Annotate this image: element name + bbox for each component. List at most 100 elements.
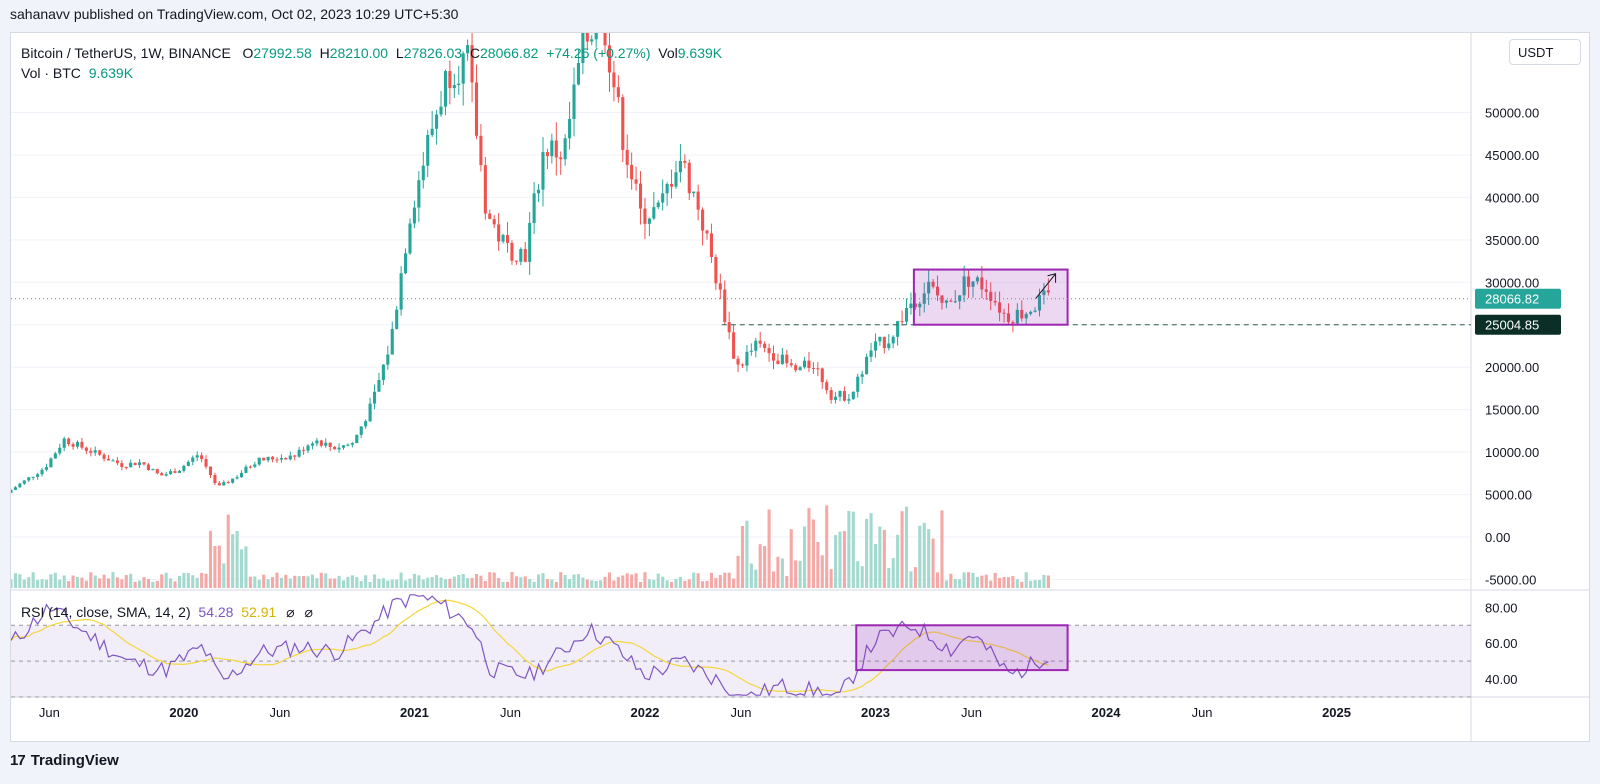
level-label: 25004.85 bbox=[1485, 318, 1539, 333]
candle-body bbox=[75, 441, 80, 447]
consolidation-box bbox=[912, 268, 1069, 326]
volume-bar bbox=[319, 572, 323, 588]
volume-bar bbox=[807, 508, 811, 588]
volume-bar bbox=[532, 581, 536, 588]
candle-body bbox=[470, 45, 474, 83]
candle-body bbox=[625, 149, 629, 165]
candle-body bbox=[497, 224, 501, 242]
candle-body bbox=[514, 260, 518, 262]
volume-bar bbox=[896, 534, 900, 588]
candle-body bbox=[528, 222, 532, 262]
volume-bar bbox=[333, 578, 337, 588]
candle-body bbox=[492, 219, 496, 225]
volume-bar bbox=[390, 579, 394, 588]
volume-bar bbox=[816, 541, 820, 588]
volume-bar bbox=[133, 581, 137, 588]
volume-bar bbox=[709, 572, 713, 588]
low-value: 27826.03 bbox=[403, 45, 463, 61]
volume-bar bbox=[337, 575, 341, 588]
eye-off-icon[interactable]: ⌀ bbox=[304, 604, 313, 620]
candle-body bbox=[93, 450, 97, 453]
candle-body bbox=[315, 440, 319, 444]
candle-body bbox=[794, 365, 798, 371]
candle-body bbox=[581, 33, 585, 64]
candle-body bbox=[669, 183, 674, 187]
candle-body bbox=[740, 364, 745, 366]
volume-bar bbox=[785, 575, 789, 588]
candle-body bbox=[257, 457, 261, 465]
candle-body bbox=[763, 343, 767, 349]
volume-bar bbox=[239, 549, 244, 588]
change-value: +74.25 (+0.27%) bbox=[546, 45, 651, 61]
candle-body bbox=[297, 449, 301, 457]
volume-bar bbox=[949, 573, 953, 588]
candle-body bbox=[616, 87, 620, 98]
price-tick-label: 30000.00 bbox=[1485, 275, 1539, 290]
candle-body bbox=[67, 438, 71, 445]
candle-body bbox=[891, 336, 895, 344]
candle-body bbox=[350, 443, 354, 445]
symbol-title[interactable]: Bitcoin / TetherUS, 1W, BINANCE bbox=[21, 45, 231, 61]
currency-button[interactable]: USDT bbox=[1509, 39, 1581, 65]
candle-body bbox=[980, 277, 984, 290]
candle-body bbox=[776, 360, 780, 365]
volume-bar bbox=[186, 573, 190, 588]
candle-body bbox=[27, 477, 31, 481]
volume-bar bbox=[89, 572, 93, 588]
candle-body bbox=[1029, 311, 1033, 314]
volume-bar bbox=[138, 580, 142, 588]
candle-body bbox=[111, 460, 115, 462]
candle-body bbox=[1006, 313, 1011, 323]
candle-body bbox=[31, 476, 35, 478]
volume-bar bbox=[576, 574, 581, 588]
volume-bar bbox=[758, 544, 762, 588]
candle-body bbox=[435, 114, 439, 129]
volume-series-label[interactable]: Vol · BTC bbox=[21, 65, 81, 81]
volume-bar bbox=[142, 577, 146, 588]
volume-bar bbox=[302, 575, 306, 588]
volume-bar bbox=[834, 535, 838, 588]
candle-body bbox=[53, 453, 57, 459]
high-value: 28210.00 bbox=[329, 45, 389, 61]
volume-bar bbox=[568, 579, 572, 588]
candle-body bbox=[293, 455, 297, 457]
volume-bar bbox=[621, 575, 625, 588]
volume-bar bbox=[643, 572, 647, 588]
volume-bar bbox=[528, 578, 532, 588]
candle-body bbox=[222, 482, 226, 486]
time-tick-label: 2021 bbox=[400, 705, 429, 720]
volume-bar bbox=[452, 576, 456, 588]
price-chart[interactable]: 50000.00 45000.00 40000.00 35000.00 30000.00… bbox=[11, 33, 1589, 741]
volume-bar bbox=[563, 574, 567, 588]
volume-bar bbox=[572, 574, 576, 588]
rsi-tick-label: 40.00 bbox=[1485, 672, 1518, 687]
candle-body bbox=[80, 441, 84, 448]
candle-body bbox=[683, 160, 687, 163]
candle-body bbox=[971, 281, 975, 287]
volume-bar bbox=[275, 572, 279, 588]
volume-bar bbox=[554, 581, 558, 588]
eye-off-icon[interactable]: ⌀ bbox=[286, 604, 295, 620]
candle-body bbox=[541, 152, 545, 190]
tradingview-footer[interactable]: 17 TradingView bbox=[10, 752, 119, 769]
volume-bar bbox=[674, 578, 678, 588]
candle-body bbox=[904, 308, 909, 322]
candle-body bbox=[701, 209, 705, 231]
volume-bar bbox=[599, 580, 603, 588]
candle-body bbox=[767, 348, 771, 354]
rsi-label[interactable]: RSI (14, close, SMA, 14, 2) bbox=[21, 604, 191, 620]
candle-body bbox=[984, 289, 988, 292]
volume-bar bbox=[279, 577, 283, 588]
candle-body bbox=[882, 336, 886, 349]
volume-bar bbox=[62, 575, 66, 588]
volume-bar bbox=[953, 579, 957, 588]
candle-body bbox=[395, 309, 399, 329]
candle-body bbox=[563, 138, 567, 160]
candle-body bbox=[13, 487, 17, 490]
volume-bar bbox=[944, 580, 948, 588]
open-label: O bbox=[242, 45, 254, 61]
volume-bar bbox=[678, 576, 682, 588]
volume-bar bbox=[581, 577, 585, 588]
candle-body bbox=[913, 303, 917, 308]
candle-body bbox=[421, 165, 425, 181]
